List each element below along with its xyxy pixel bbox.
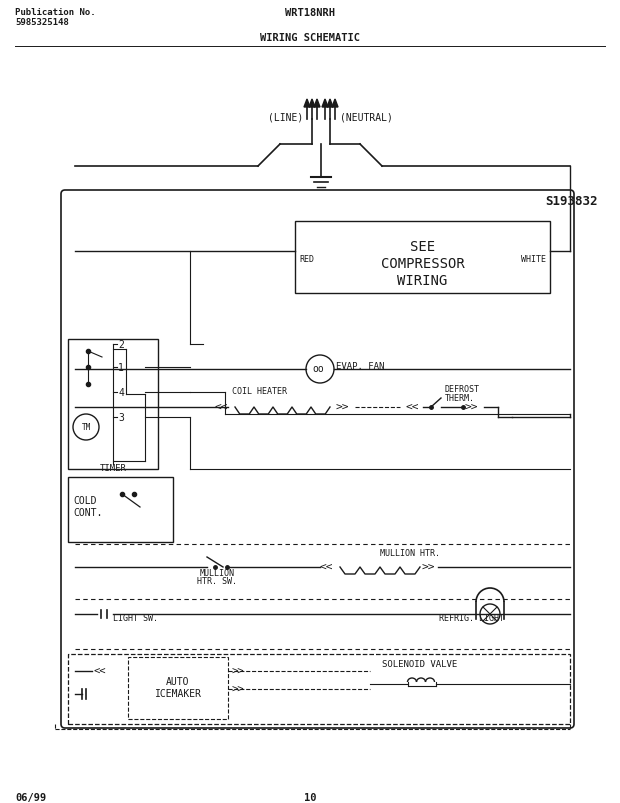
Text: (LINE): (LINE)	[268, 113, 303, 123]
Text: WRT18NRH: WRT18NRH	[285, 8, 335, 18]
Text: RED: RED	[299, 255, 314, 264]
Text: WIRING: WIRING	[397, 274, 448, 287]
Text: COMPRESSOR: COMPRESSOR	[381, 257, 464, 271]
Text: 06/99: 06/99	[15, 792, 46, 802]
Text: HTR. SW.: HTR. SW.	[197, 577, 237, 585]
Polygon shape	[309, 100, 315, 108]
Text: TM: TM	[81, 423, 91, 432]
Text: (NEUTRAL): (NEUTRAL)	[340, 113, 393, 123]
Text: 1: 1	[118, 362, 124, 373]
Bar	[295, 222, 550, 294]
Polygon shape	[304, 100, 310, 108]
Polygon shape	[332, 100, 338, 108]
Text: 10: 10	[304, 792, 316, 802]
Bar	[68, 654, 570, 724]
Text: S193832: S193832	[546, 195, 598, 208]
Polygon shape	[327, 100, 333, 108]
Text: >>: >>	[232, 684, 244, 694]
Bar	[128, 657, 228, 719]
Text: REFRIG. LIGHT: REFRIG. LIGHT	[439, 613, 504, 622]
Text: 4: 4	[118, 388, 124, 397]
Text: AUTO
ICEMAKER: AUTO ICEMAKER	[154, 676, 202, 698]
Text: oo: oo	[312, 364, 324, 373]
Text: TIMER: TIMER	[100, 463, 126, 472]
Text: >>: >>	[465, 402, 479, 413]
Text: <<: <<	[320, 562, 334, 573]
Bar	[68, 340, 158, 470]
Text: WIRING SCHEMATIC: WIRING SCHEMATIC	[260, 33, 360, 43]
Text: <<: <<	[215, 402, 228, 413]
Text: COIL HEATER: COIL HEATER	[232, 386, 288, 396]
Text: >>: >>	[336, 402, 350, 413]
Text: SEE: SEE	[410, 240, 435, 254]
Text: WHITE: WHITE	[521, 255, 546, 264]
Text: <<: <<	[406, 402, 420, 413]
Text: CONT.: CONT.	[73, 507, 102, 517]
Text: COLD: COLD	[73, 495, 97, 505]
Text: LIGHT SW.: LIGHT SW.	[113, 613, 158, 622]
Text: EVAP. FAN: EVAP. FAN	[336, 362, 384, 371]
Text: DEFROST: DEFROST	[445, 385, 480, 393]
Text: >>: >>	[422, 562, 435, 573]
Text: 5985325148: 5985325148	[15, 18, 69, 27]
Bar	[68, 478, 173, 542]
Text: >>: >>	[232, 666, 244, 676]
Text: SOLENOID VALVE: SOLENOID VALVE	[383, 659, 458, 668]
Text: MULLION HTR.: MULLION HTR.	[380, 548, 440, 557]
Polygon shape	[314, 100, 320, 108]
Text: THERM.: THERM.	[445, 393, 475, 402]
Text: <<: <<	[94, 666, 106, 676]
Text: 2: 2	[118, 340, 124, 349]
Text: 3: 3	[118, 413, 124, 422]
Text: MULLION: MULLION	[200, 569, 234, 577]
Text: Publication No.: Publication No.	[15, 8, 95, 17]
Polygon shape	[322, 100, 328, 108]
